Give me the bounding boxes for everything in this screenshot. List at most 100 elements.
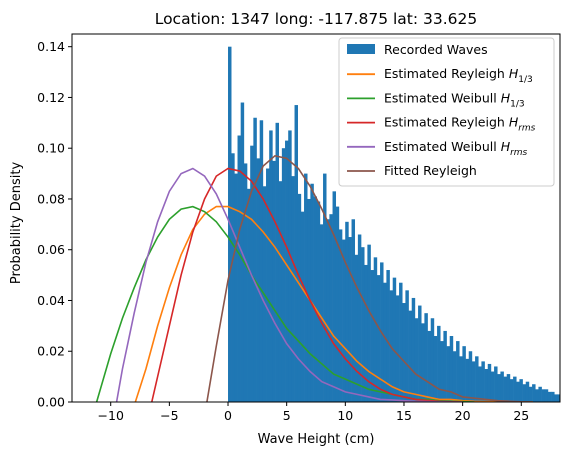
- legend-box: [338, 37, 555, 187]
- histogram-bar: [285, 140, 289, 402]
- histogram-bar: [503, 376, 508, 402]
- histogram-bar: [281, 148, 286, 402]
- legend-label-h: H: [501, 139, 511, 154]
- legend-label: Estimated Reyleigh H1/3: [384, 66, 533, 85]
- histogram-bar: [275, 122, 279, 402]
- histogram-bar: [310, 183, 314, 402]
- x-tick-label: −5: [160, 408, 178, 423]
- histogram-bar: [399, 282, 403, 402]
- histogram-bar: [516, 381, 520, 402]
- histogram-bar: [506, 374, 511, 402]
- y-tick-label: 0.02: [37, 344, 65, 359]
- histogram-bar: [357, 234, 362, 402]
- x-tick-label: 5: [283, 408, 291, 423]
- y-tick-label: 0.08: [37, 191, 65, 206]
- legend-swatch-histogram: [347, 44, 375, 54]
- histogram-bar: [465, 358, 470, 402]
- y-tick-label: 0.06: [37, 242, 65, 257]
- histogram-bar: [519, 379, 523, 402]
- legend-label-subscript: 1/3: [510, 99, 524, 109]
- y-tick-label: 0.14: [37, 39, 65, 54]
- legend-label: Estimated Reyleigh Hrms: [384, 115, 536, 134]
- legend-label-text: Estimated Reyleigh: [384, 66, 509, 81]
- histogram-bar: [411, 297, 416, 402]
- histogram-bar: [269, 130, 273, 402]
- histogram-bar: [392, 277, 397, 402]
- histogram-bar: [456, 341, 460, 402]
- histogram-bar: [446, 346, 451, 402]
- histogram-bar: [342, 239, 346, 402]
- histogram-bar: [528, 386, 533, 402]
- y-tick-label: 0.04: [37, 293, 65, 308]
- histogram-bar: [294, 105, 298, 402]
- histogram-bar: [459, 356, 463, 402]
- histogram-bar: [370, 270, 375, 402]
- histogram-bar: [405, 290, 409, 402]
- histogram-bar: [468, 351, 473, 402]
- histogram-bar: [452, 351, 457, 402]
- histogram-bar: [316, 201, 321, 402]
- histogram-bar: [326, 219, 330, 402]
- histogram-bar: [497, 374, 501, 402]
- histogram-bar: [494, 366, 498, 402]
- histogram-bar: [471, 361, 476, 402]
- legend-label-h: H: [501, 90, 511, 105]
- histogram-bar: [449, 336, 454, 402]
- series-line-3: [150, 167, 463, 402]
- histogram-bar: [313, 196, 318, 402]
- histogram-bar: [304, 173, 308, 402]
- histogram-bar: [307, 198, 311, 402]
- histogram-bar: [532, 384, 536, 402]
- histogram-bar: [256, 158, 260, 402]
- histogram-bar: [332, 191, 337, 402]
- legend-label-h: H: [509, 115, 519, 130]
- plot-frame: [71, 33, 561, 403]
- histogram-bar: [243, 163, 248, 402]
- histogram-bar: [231, 153, 235, 402]
- histogram-bar: [335, 206, 340, 402]
- histogram-bar: [402, 303, 406, 402]
- histogram-bar: [487, 363, 492, 402]
- legend-label-text: Estimated Weibull: [384, 139, 501, 154]
- histogram-bar: [348, 237, 352, 402]
- legend-label: Fitted Reyleigh: [384, 163, 477, 178]
- legend-label-text: Fitted Reyleigh: [384, 163, 477, 178]
- histogram-bar: [490, 371, 495, 402]
- legend-label: Estimated Weibull H1/3: [384, 90, 525, 109]
- histogram-bar: [513, 376, 517, 402]
- histogram-bar: [541, 389, 546, 402]
- histogram-bar: [338, 229, 343, 402]
- histogram-bar: [351, 219, 356, 402]
- histogram-bar: [430, 318, 435, 402]
- histogram-bar: [535, 389, 539, 402]
- histogram-bar: [367, 244, 371, 402]
- chart-title: Location: 1347 long: -117.875 lat: 33.62…: [155, 10, 478, 28]
- histogram-bar: [364, 264, 368, 402]
- histogram-bar: [291, 176, 295, 402]
- histogram-bar: [475, 356, 479, 402]
- histogram-bar: [544, 389, 549, 402]
- x-tick-label: 15: [396, 408, 412, 423]
- x-tick-label: 10: [337, 408, 353, 423]
- histogram-bar: [329, 214, 333, 402]
- legend-label-subscript: rms: [518, 124, 535, 134]
- histogram-bar: [395, 295, 400, 402]
- histogram-bar: [462, 346, 466, 402]
- histogram-bar: [272, 160, 276, 402]
- legend-label: Estimated Weibull Hrms: [384, 139, 528, 158]
- histogram-bar: [433, 336, 438, 402]
- histogram-bar: [373, 257, 378, 402]
- y-tick-label: 0.10: [37, 141, 65, 156]
- series-line-4: [115, 167, 463, 402]
- histogram-bar: [297, 193, 302, 402]
- y-tick-label: 0.00: [37, 395, 65, 410]
- x-axis: −10 −5 0 5 10 15 20 25: [98, 402, 529, 423]
- histogram-bar: [361, 247, 365, 402]
- histogram-bar: [345, 221, 349, 402]
- legend-label-text: Estimated Reyleigh: [384, 115, 509, 130]
- histogram-bar: [259, 120, 264, 402]
- histogram-bar: [554, 394, 558, 402]
- histogram-bar: [500, 371, 504, 402]
- histogram-bar: [437, 325, 441, 402]
